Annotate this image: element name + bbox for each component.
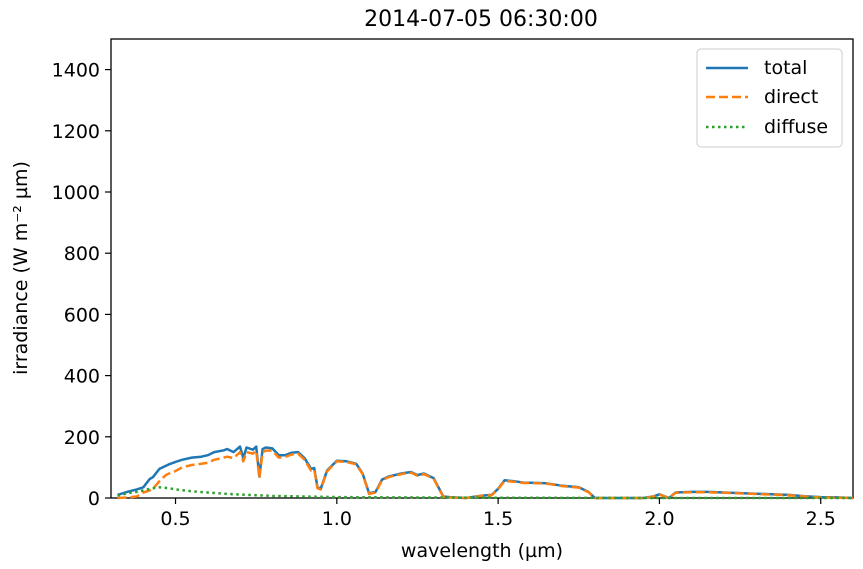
series-layer [117,445,854,500]
y-tick-label: 0 [88,488,100,510]
legend-frame [696,48,843,148]
x-tick-label: 1.5 [483,508,513,530]
legend-label-direct: direct [764,86,818,108]
x-axis-label: wavelength (µm) [401,540,563,562]
x-tick-label: 0.5 [160,508,190,530]
y-axis: 0 200 400 600 800 1000 1200 1400 [52,60,111,510]
legend-label-total: total [764,57,807,79]
series-line-total [117,445,854,500]
y-tick-label: 400 [64,366,100,388]
y-axis-label: irradiance (W m⁻² µm) [10,161,32,375]
y-tick-label: 1000 [52,182,100,204]
series-line-direct [117,449,854,500]
y-tick-label: 600 [64,304,100,326]
x-axis: 0.5 1.0 1.5 2.0 2.5 [160,498,836,530]
chart-title: 2014-07-05 06:30:00 [364,7,598,32]
y-tick-label: 1200 [52,121,100,143]
legend-label-diffuse: diffuse [764,116,828,138]
legend: total direct diffuse [696,48,843,148]
y-tick-label: 200 [64,427,100,449]
x-tick-label: 2.0 [644,508,674,530]
x-tick-label: 2.5 [806,508,836,530]
x-tick-label: 1.0 [322,508,352,530]
y-tick-label: 1400 [52,60,100,82]
plot-area [110,38,854,499]
y-tick-label: 800 [64,243,100,265]
